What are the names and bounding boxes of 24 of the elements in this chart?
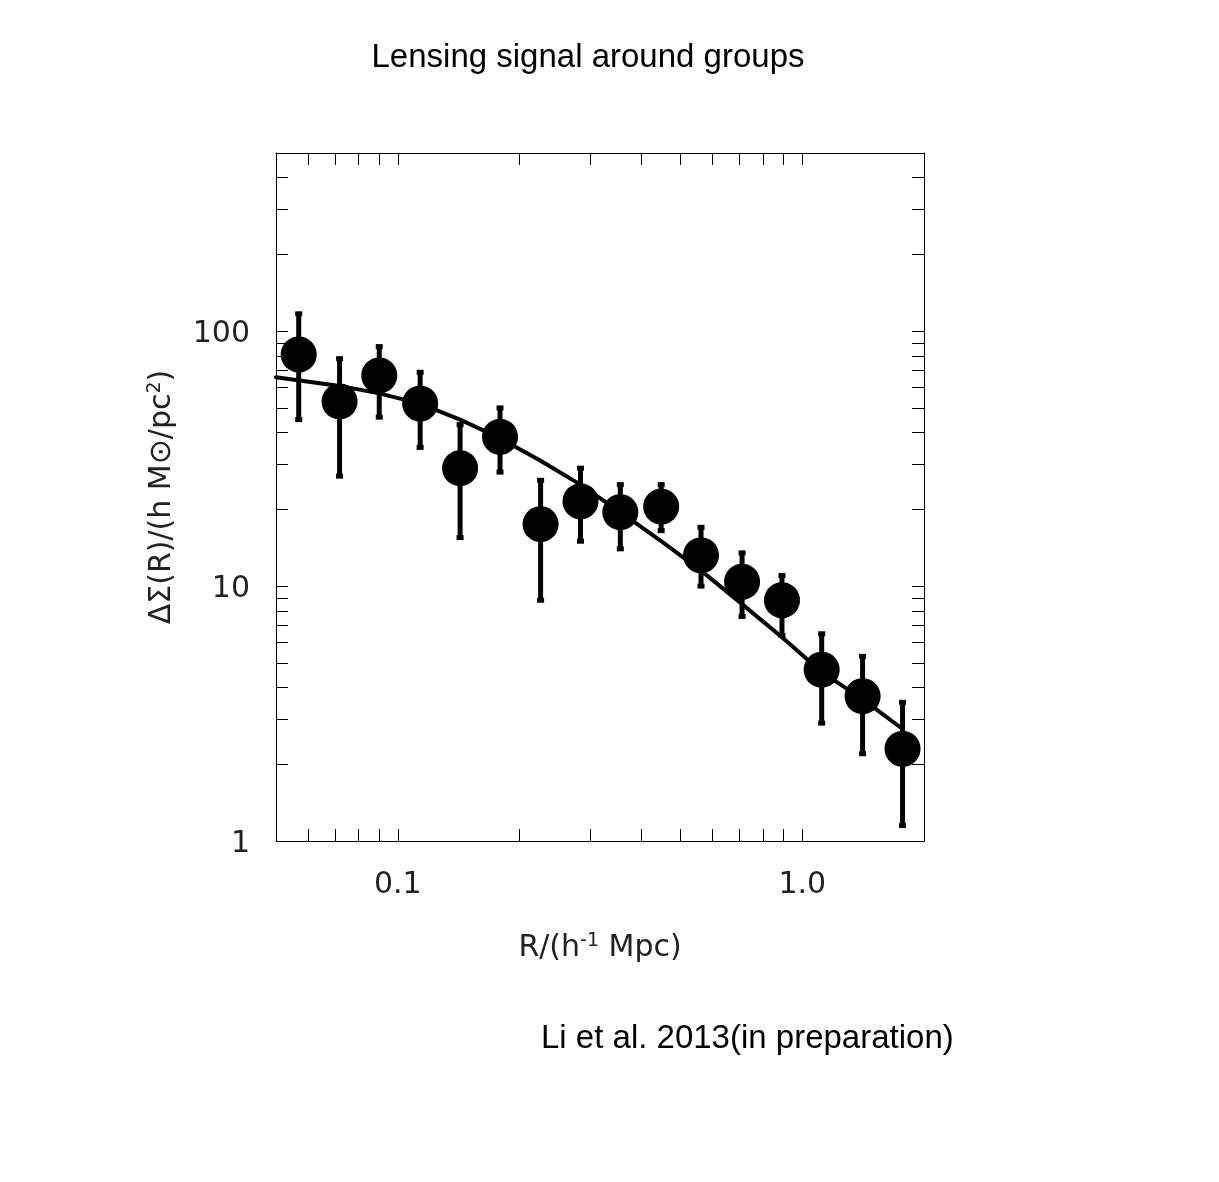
point: [562, 483, 599, 520]
point: [280, 336, 317, 373]
text: Li et al. 2013(in preparation): [541, 1018, 954, 1055]
point: [361, 357, 398, 394]
point: [321, 383, 358, 420]
point: [683, 537, 720, 574]
y-tick-label: 100: [192, 313, 250, 349]
point: [402, 385, 439, 422]
point: [803, 651, 840, 688]
y-tick-label: 10: [211, 568, 250, 604]
point: [643, 488, 680, 525]
point: [482, 418, 519, 455]
point: [602, 494, 639, 531]
point: [884, 730, 921, 767]
y-axis-title: ΔΣ(R)/(h M⊙/pc2): [141, 369, 177, 625]
point: [724, 563, 761, 600]
point: [522, 506, 559, 543]
point: [442, 450, 479, 487]
x-tick-label: 0.1: [373, 864, 422, 900]
y-tick-label: 1: [230, 823, 250, 859]
point: [844, 678, 881, 715]
chart-title: Lensing signal around groups: [371, 37, 805, 74]
x-tick-label: 1.0: [778, 864, 827, 900]
point: [764, 582, 800, 619]
